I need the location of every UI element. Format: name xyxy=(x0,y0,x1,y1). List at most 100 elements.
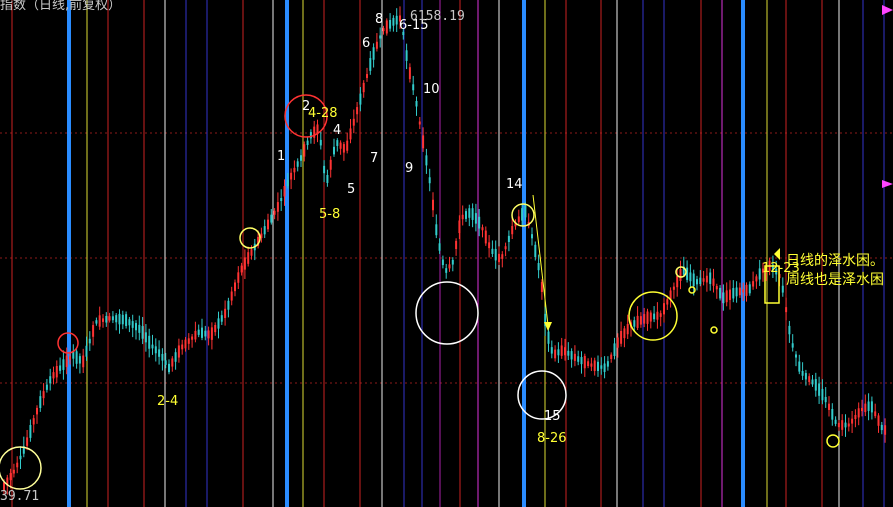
candle-body-183 xyxy=(606,361,609,367)
candle-body-71 xyxy=(237,272,240,283)
candle-body-29 xyxy=(98,315,101,327)
candle-body-254 xyxy=(841,420,844,430)
candle-body-245 xyxy=(811,379,814,385)
candle-body-120 xyxy=(399,15,401,22)
wave-label-14: 8-26 xyxy=(537,431,567,446)
candle-body-150 xyxy=(498,253,500,263)
candle-body-4 xyxy=(16,462,19,468)
candle-body-225 xyxy=(745,284,748,296)
candle-body-124 xyxy=(412,84,415,91)
candle-body-185 xyxy=(613,343,616,356)
candle-body-147 xyxy=(488,242,491,249)
candle-body-99 xyxy=(329,159,332,170)
candle-body-128 xyxy=(425,155,428,166)
candle-body-94 xyxy=(313,126,316,138)
candle-body-256 xyxy=(847,423,850,427)
candle-body-101 xyxy=(336,140,339,146)
candle-body-166 xyxy=(550,347,553,354)
candle-body-96 xyxy=(319,139,322,146)
candle-body-253 xyxy=(837,422,840,428)
candle-body-28 xyxy=(95,320,98,324)
candle-body-165 xyxy=(547,331,550,344)
candle-body-126 xyxy=(418,121,421,125)
highlight-circle-2 xyxy=(239,227,261,249)
candle-body-104 xyxy=(346,140,349,151)
candle-body-213 xyxy=(705,275,708,283)
candle-body-123 xyxy=(408,67,411,80)
candle-body-176 xyxy=(583,355,586,369)
candle-body-117 xyxy=(389,19,392,29)
candle-body-170 xyxy=(564,347,566,356)
candle-body-13 xyxy=(45,384,48,390)
candle-body-62 xyxy=(207,330,210,339)
candle-body-180 xyxy=(597,361,599,371)
candle-body-88 xyxy=(293,167,296,173)
candle-body-82 xyxy=(273,210,276,215)
candle-body-21 xyxy=(72,351,75,359)
wave-label-16: 12-23 xyxy=(762,261,800,276)
highlight-circle-3 xyxy=(284,94,328,138)
wave-label-15: 2-4 xyxy=(157,394,178,409)
candle-body-196 xyxy=(649,312,652,322)
candle-body-26 xyxy=(88,338,91,344)
candle-body-61 xyxy=(204,330,207,337)
candle-body-30 xyxy=(102,318,104,322)
wave-label-8: 8 xyxy=(375,12,383,27)
wave-label-2: 4-28 xyxy=(308,106,338,121)
highlight-circle-6 xyxy=(517,370,567,420)
candle-body-77 xyxy=(257,236,260,247)
candle-body-239 xyxy=(791,343,794,348)
candle-body-44 xyxy=(148,335,151,349)
candle-body-238 xyxy=(788,325,791,335)
candle-body-133 xyxy=(441,259,444,266)
candle-body-9 xyxy=(32,418,35,425)
highlight-circle-4 xyxy=(415,281,479,345)
candle-body-74 xyxy=(247,252,250,264)
candle-body-78 xyxy=(260,233,263,239)
candle-body-70 xyxy=(234,282,236,292)
candle-body-53 xyxy=(177,345,180,358)
chart-title: 指数（日线,前复权） xyxy=(0,0,122,13)
candle-body-171 xyxy=(567,350,570,356)
candle-body-8 xyxy=(29,425,32,438)
annotation-arrow-left xyxy=(774,248,780,260)
candle-body-191 xyxy=(633,320,636,327)
candle-body-20 xyxy=(69,356,71,360)
candle-body-86 xyxy=(286,179,289,187)
candle-body-163 xyxy=(540,282,543,292)
candle-body-151 xyxy=(501,254,504,259)
candle-body-107 xyxy=(356,107,359,115)
candle-body-121 xyxy=(402,31,405,36)
candle-body-206 xyxy=(682,266,685,275)
candle-body-242 xyxy=(801,370,804,376)
candle-body-79 xyxy=(263,226,266,235)
wave-label-1: 2 xyxy=(302,99,310,114)
candle-body-145 xyxy=(481,227,484,231)
candle-body-216 xyxy=(715,286,718,290)
candle-body-18 xyxy=(62,359,65,370)
candle-body-193 xyxy=(639,316,642,325)
candle-body-265 xyxy=(877,415,880,426)
candle-body-140 xyxy=(465,211,467,219)
candle-body-85 xyxy=(283,185,286,197)
candle-body-64 xyxy=(214,324,217,333)
candle-body-67 xyxy=(224,308,227,318)
candle-body-207 xyxy=(686,267,689,280)
candle-body-43 xyxy=(144,332,147,343)
candle-body-57 xyxy=(191,336,194,340)
candle-body-158 xyxy=(524,205,527,218)
candle-body-261 xyxy=(864,403,867,413)
candle-body-92 xyxy=(306,140,309,146)
candle-body-60 xyxy=(201,327,203,338)
candle-body-95 xyxy=(316,124,319,135)
candle-body-122 xyxy=(405,50,408,61)
candle-body-35 xyxy=(118,313,121,325)
highlight-circle-11 xyxy=(826,434,840,448)
candle-body-91 xyxy=(303,144,306,157)
candle-body-1 xyxy=(6,477,9,486)
candle-body-217 xyxy=(719,287,722,299)
wave-label-4: 5 xyxy=(347,182,355,197)
wave-label-10: 9 xyxy=(405,161,413,176)
candle-body-205 xyxy=(679,269,682,281)
candle-body-130 xyxy=(432,199,434,211)
